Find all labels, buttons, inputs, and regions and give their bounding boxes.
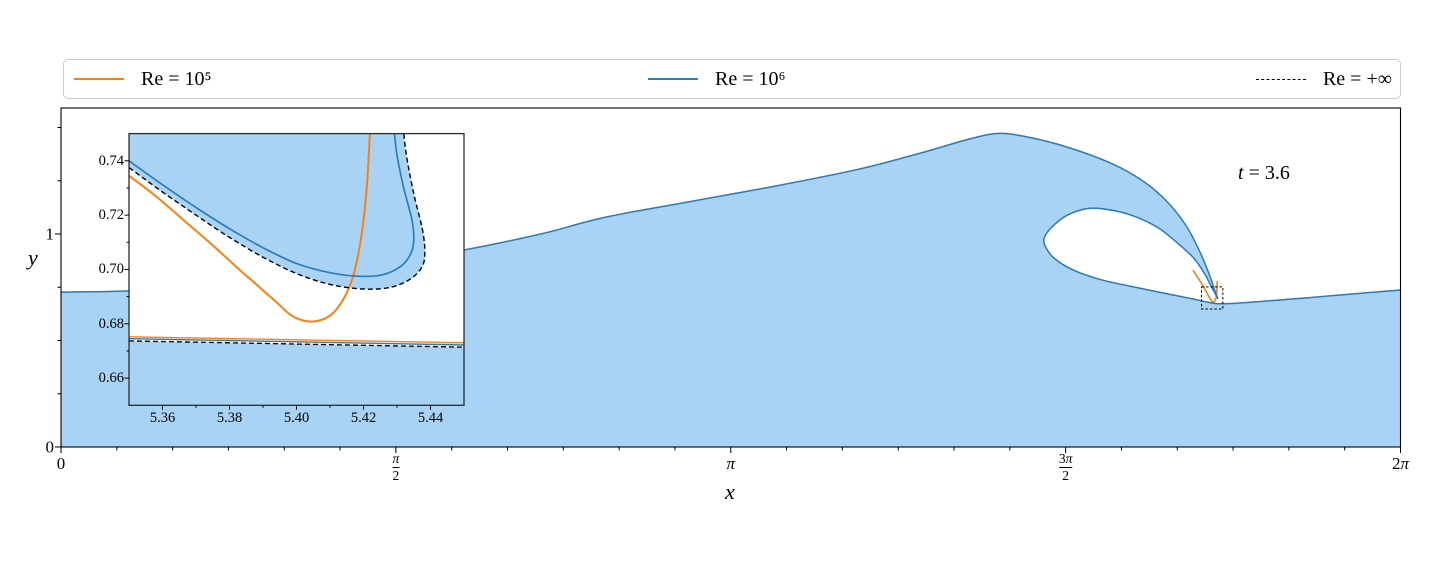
inset-ticks bbox=[124, 160, 431, 410]
legend-line-orange bbox=[74, 78, 124, 80]
inset-dashed-curve bbox=[129, 133, 426, 290]
legend-line-dashed bbox=[1255, 78, 1306, 80]
inset-lower-water-fill bbox=[129, 340, 464, 406]
surface-line-blue bbox=[61, 132, 1401, 305]
main-axes-ticks bbox=[55, 126, 1401, 453]
inset-orange-curve bbox=[129, 133, 371, 323]
legend-label-re1e5: Re = 10⁵ bbox=[141, 67, 212, 90]
legend-entry-re1e6: Re = 10⁶ bbox=[648, 60, 785, 98]
inset-jet-fill bbox=[129, 133, 425, 290]
legend-box: Re = 10⁵ Re = 10⁶ Re = +∞ bbox=[63, 59, 1401, 99]
inset-blue-curve bbox=[129, 133, 415, 278]
legend-entry-reinf: Re = +∞ bbox=[1255, 60, 1392, 98]
legend-label-reinf: Re = +∞ bbox=[1322, 67, 1392, 90]
legend-line-blue bbox=[648, 78, 698, 80]
legend-label-re1e6: Re = 10⁶ bbox=[715, 67, 786, 90]
inset-orange-lower-line bbox=[129, 336, 464, 344]
legend-entry-re1e5: Re = 10⁵ bbox=[74, 60, 211, 98]
zoom-indicator-box bbox=[1201, 286, 1224, 310]
inset-blue-lower-line bbox=[129, 338, 464, 346]
